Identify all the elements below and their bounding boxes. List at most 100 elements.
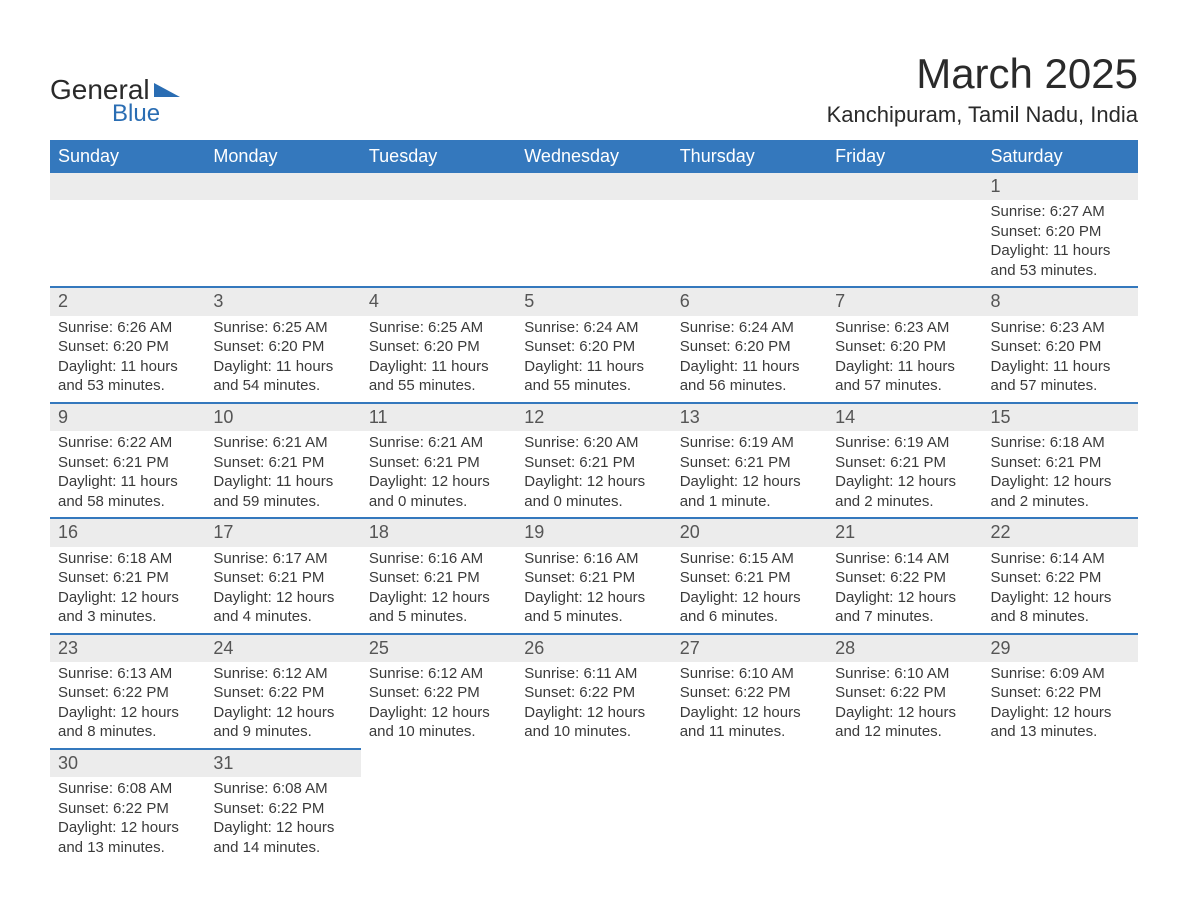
day-detail-cell: Sunrise: 6:25 AMSunset: 6:20 PMDaylight:… [205,316,360,403]
sunrise-text: Sunrise: 6:18 AM [58,549,197,569]
daylight-text: Daylight: 12 hours [524,588,663,608]
daylight-text: and 10 minutes. [524,722,663,742]
sunrise-text: Sunrise: 6:09 AM [991,664,1130,684]
day-number-cell: 18 [361,518,516,546]
day-detail-cell: Sunrise: 6:10 AMSunset: 6:22 PMDaylight:… [827,662,982,749]
empty-cell [50,200,205,287]
daylight-text: and 0 minutes. [369,492,508,512]
day-number-cell: 5 [516,287,671,315]
sunset-text: Sunset: 6:22 PM [58,683,197,703]
day-number: 25 [361,635,516,662]
day-number-cell: 6 [672,287,827,315]
sunrise-text: Sunrise: 6:19 AM [835,433,974,453]
sunrise-text: Sunrise: 6:27 AM [991,202,1130,222]
daylight-text: and 56 minutes. [680,376,819,396]
sunset-text: Sunset: 6:22 PM [835,683,974,703]
empty-cell [827,173,982,200]
daylight-text: and 11 minutes. [680,722,819,742]
daylight-text: and 55 minutes. [369,376,508,396]
day-detail-cell: Sunrise: 6:27 AMSunset: 6:20 PMDaylight:… [983,200,1138,287]
day-detail-cell: Sunrise: 6:14 AMSunset: 6:22 PMDaylight:… [827,547,982,634]
day-number: 13 [672,404,827,431]
day-number: 20 [672,519,827,546]
day-detail-cell: Sunrise: 6:23 AMSunset: 6:20 PMDaylight:… [983,316,1138,403]
day-detail-cell: Sunrise: 6:23 AMSunset: 6:20 PMDaylight:… [827,316,982,403]
day-number: 9 [50,404,205,431]
day-number-cell: 25 [361,634,516,662]
day-detail-cell: Sunrise: 6:19 AMSunset: 6:21 PMDaylight:… [827,431,982,518]
daylight-text: and 0 minutes. [524,492,663,512]
day-number: 17 [205,519,360,546]
sunset-text: Sunset: 6:21 PM [524,568,663,588]
day-detail-cell: Sunrise: 6:21 AMSunset: 6:21 PMDaylight:… [205,431,360,518]
daylight-text: and 13 minutes. [991,722,1130,742]
empty-cell [516,749,671,777]
empty-cell [516,200,671,287]
daylight-text: Daylight: 11 hours [835,357,974,377]
sunrise-text: Sunrise: 6:10 AM [680,664,819,684]
sunrise-text: Sunrise: 6:24 AM [524,318,663,338]
daylight-text: Daylight: 12 hours [369,588,508,608]
daylight-text: Daylight: 11 hours [680,357,819,377]
weekday-header: Wednesday [516,140,671,173]
day-number: 2 [50,288,205,315]
day-number: 21 [827,519,982,546]
sunset-text: Sunset: 6:21 PM [369,453,508,473]
daylight-text: Daylight: 12 hours [835,703,974,723]
sunset-text: Sunset: 6:21 PM [369,568,508,588]
day-detail-cell: Sunrise: 6:20 AMSunset: 6:21 PMDaylight:… [516,431,671,518]
day-number: 6 [672,288,827,315]
day-detail-cell: Sunrise: 6:25 AMSunset: 6:20 PMDaylight:… [361,316,516,403]
daylight-text: Daylight: 12 hours [213,703,352,723]
daylight-text: Daylight: 12 hours [991,472,1130,492]
day-number-cell: 26 [516,634,671,662]
daylight-text: Daylight: 12 hours [369,472,508,492]
sunset-text: Sunset: 6:21 PM [58,568,197,588]
daylight-text: and 1 minute. [680,492,819,512]
day-detail-cell: Sunrise: 6:10 AMSunset: 6:22 PMDaylight:… [672,662,827,749]
day-number-cell: 3 [205,287,360,315]
day-detail-cell: Sunrise: 6:18 AMSunset: 6:21 PMDaylight:… [50,547,205,634]
daylight-text: Daylight: 12 hours [213,588,352,608]
daylight-text: Daylight: 11 hours [524,357,663,377]
day-detail-cell: Sunrise: 6:22 AMSunset: 6:21 PMDaylight:… [50,431,205,518]
day-number: 8 [983,288,1138,315]
day-number: 11 [361,404,516,431]
daylight-text: Daylight: 12 hours [369,703,508,723]
daylight-text: Daylight: 11 hours [369,357,508,377]
sunset-text: Sunset: 6:21 PM [680,453,819,473]
day-number: 7 [827,288,982,315]
sunset-text: Sunset: 6:22 PM [991,568,1130,588]
sunset-text: Sunset: 6:20 PM [524,337,663,357]
day-detail-cell: Sunrise: 6:18 AMSunset: 6:21 PMDaylight:… [983,431,1138,518]
day-detail-row: Sunrise: 6:08 AMSunset: 6:22 PMDaylight:… [50,777,1138,863]
sunrise-text: Sunrise: 6:14 AM [835,549,974,569]
day-number-cell: 20 [672,518,827,546]
day-detail-cell: Sunrise: 6:19 AMSunset: 6:21 PMDaylight:… [672,431,827,518]
daylight-text: and 6 minutes. [680,607,819,627]
day-number-cell: 14 [827,403,982,431]
empty-cell [361,173,516,200]
daylight-text: and 57 minutes. [991,376,1130,396]
day-detail-cell: Sunrise: 6:15 AMSunset: 6:21 PMDaylight:… [672,547,827,634]
day-detail-cell: Sunrise: 6:24 AMSunset: 6:20 PMDaylight:… [516,316,671,403]
day-number-cell: 17 [205,518,360,546]
day-detail-cell: Sunrise: 6:17 AMSunset: 6:21 PMDaylight:… [205,547,360,634]
day-number: 10 [205,404,360,431]
day-number-row: 16171819202122 [50,518,1138,546]
sunset-text: Sunset: 6:20 PM [680,337,819,357]
day-detail-cell: Sunrise: 6:16 AMSunset: 6:21 PMDaylight:… [516,547,671,634]
sunset-text: Sunset: 6:22 PM [991,683,1130,703]
sunset-text: Sunset: 6:22 PM [213,683,352,703]
logo-triangle-icon [154,79,180,102]
empty-cell [983,777,1138,863]
daylight-text: Daylight: 11 hours [213,472,352,492]
sunrise-text: Sunrise: 6:15 AM [680,549,819,569]
weekday-header: Tuesday [361,140,516,173]
empty-cell [361,777,516,863]
day-detail-row: Sunrise: 6:22 AMSunset: 6:21 PMDaylight:… [50,431,1138,518]
day-number-cell: 16 [50,518,205,546]
sunset-text: Sunset: 6:22 PM [835,568,974,588]
day-number: 26 [516,635,671,662]
sunrise-text: Sunrise: 6:17 AM [213,549,352,569]
